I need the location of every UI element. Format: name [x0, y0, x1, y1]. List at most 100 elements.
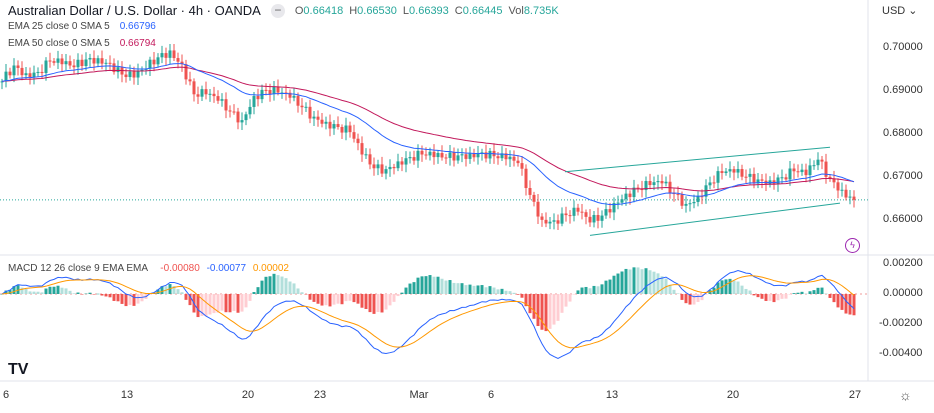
- macd-histogram-bar: [536, 294, 540, 327]
- macd-histogram-bar: [220, 294, 224, 311]
- candle-body: [180, 61, 184, 65]
- candle-body: [776, 177, 780, 185]
- candle-body: [544, 219, 548, 224]
- candle-body: [380, 164, 384, 174]
- candle-body: [760, 179, 764, 181]
- candle-body: [68, 61, 72, 66]
- candle-body: [604, 209, 608, 216]
- candle-body: [212, 93, 216, 97]
- candle-body: [76, 59, 80, 68]
- candle-body: [848, 196, 852, 198]
- macd-histogram-bar: [372, 294, 376, 314]
- macd-legend[interactable]: MACD 12 26 close 9 EMA EMA -0.00080 -0.0…: [8, 263, 289, 274]
- macd-histogram-bar: [180, 292, 184, 294]
- candle-body: [48, 60, 52, 62]
- candle-body: [664, 181, 668, 184]
- macd-histogram-bar: [364, 294, 368, 309]
- candle-body: [432, 151, 436, 158]
- macd-histogram-bar: [120, 294, 124, 304]
- candle-body: [360, 143, 364, 155]
- macd-histogram-bar: [644, 268, 648, 294]
- macd-histogram-bar: [656, 273, 660, 294]
- candle-body: [452, 152, 456, 161]
- currency-dropdown[interactable]: USD ⌄: [882, 5, 918, 17]
- macd-histogram-bar: [68, 290, 72, 294]
- candle-body: [592, 215, 596, 223]
- candle-body: [796, 171, 800, 173]
- candle-body: [4, 71, 8, 82]
- macd-histogram-bar: [356, 294, 360, 304]
- candle-body: [196, 94, 200, 97]
- macd-histogram-bar: [332, 294, 336, 305]
- candle-body: [336, 124, 340, 127]
- x-tick: Mar: [409, 389, 429, 401]
- candle-body: [724, 171, 728, 173]
- collapse-icon[interactable]: −: [270, 3, 285, 18]
- candle-body: [556, 220, 560, 224]
- macd-histogram-bar: [216, 294, 220, 313]
- ema25-legend[interactable]: EMA 25 close 0 SMA 5 0.66796: [8, 21, 156, 32]
- candle-body: [96, 58, 100, 64]
- candle-body: [676, 194, 680, 196]
- candle-body: [508, 156, 512, 160]
- macd-histogram-bar: [532, 294, 536, 319]
- candle-body: [660, 181, 664, 184]
- macd-histogram-bar: [552, 294, 556, 325]
- candle-body: [300, 105, 304, 108]
- candle-body: [560, 213, 564, 224]
- candle-body: [728, 169, 732, 172]
- macd-histogram-bar: [768, 294, 772, 301]
- macd-histogram-bar: [48, 286, 52, 294]
- lightning-alert-icon[interactable]: ϟ: [845, 238, 860, 253]
- candle-body: [448, 152, 452, 158]
- candle-body: [836, 182, 840, 191]
- candle-body: [280, 92, 284, 94]
- ema50-legend[interactable]: EMA 50 close 0 SMA 5 0.66794: [8, 38, 156, 49]
- candle-body: [844, 189, 848, 198]
- candle-body: [852, 196, 856, 200]
- macd-histogram-bar: [200, 294, 204, 316]
- candle-body: [40, 71, 44, 74]
- macd-histogram-bar: [360, 294, 364, 308]
- candle-body: [232, 111, 236, 113]
- macd-histogram-bar: [344, 294, 348, 302]
- macd-histogram-bar: [480, 285, 484, 294]
- macd-histogram-bar: [556, 294, 560, 321]
- candle-body: [428, 151, 432, 156]
- settings-gear-icon[interactable]: ☼: [899, 387, 912, 403]
- macd-histogram-bar: [780, 294, 784, 299]
- candle-body: [636, 187, 640, 189]
- macd-histogram-bar: [76, 292, 80, 294]
- candle-body: [464, 154, 468, 159]
- channel-lower-line: [589, 202, 841, 236]
- candle-body: [304, 106, 308, 108]
- symbol-title[interactable]: Australian Dollar / U.S. Dollar · 4h · O…: [8, 3, 261, 18]
- candle-body: [172, 50, 176, 59]
- macd-histogram-bar: [400, 292, 404, 294]
- candle-body: [536, 201, 540, 217]
- candle-body: [168, 50, 172, 58]
- macd-histogram-bar: [576, 290, 580, 294]
- candle-body: [624, 193, 628, 200]
- macd-histogram-bar: [732, 280, 736, 294]
- candle-body: [400, 161, 404, 165]
- macd-histogram-bar: [628, 269, 632, 294]
- macd-histogram-bar: [504, 290, 508, 294]
- macd-histogram-bar: [492, 287, 496, 294]
- macd-histogram-bar: [840, 294, 844, 310]
- macd-histogram-bar: [132, 294, 136, 306]
- macd-histogram-bar: [624, 268, 628, 294]
- candle-body: [524, 168, 528, 189]
- macd-histogram-bar: [596, 286, 600, 294]
- macd-histogram-bar: [568, 294, 572, 302]
- candle-body: [784, 177, 788, 180]
- macd-histogram-bar: [696, 294, 700, 302]
- macd-histogram-bar: [668, 284, 672, 294]
- candle-body: [696, 196, 700, 203]
- candle-body: [164, 53, 168, 58]
- candle-body: [548, 221, 552, 224]
- tradingview-logo[interactable]: TV: [8, 361, 29, 378]
- candle-body: [124, 74, 128, 78]
